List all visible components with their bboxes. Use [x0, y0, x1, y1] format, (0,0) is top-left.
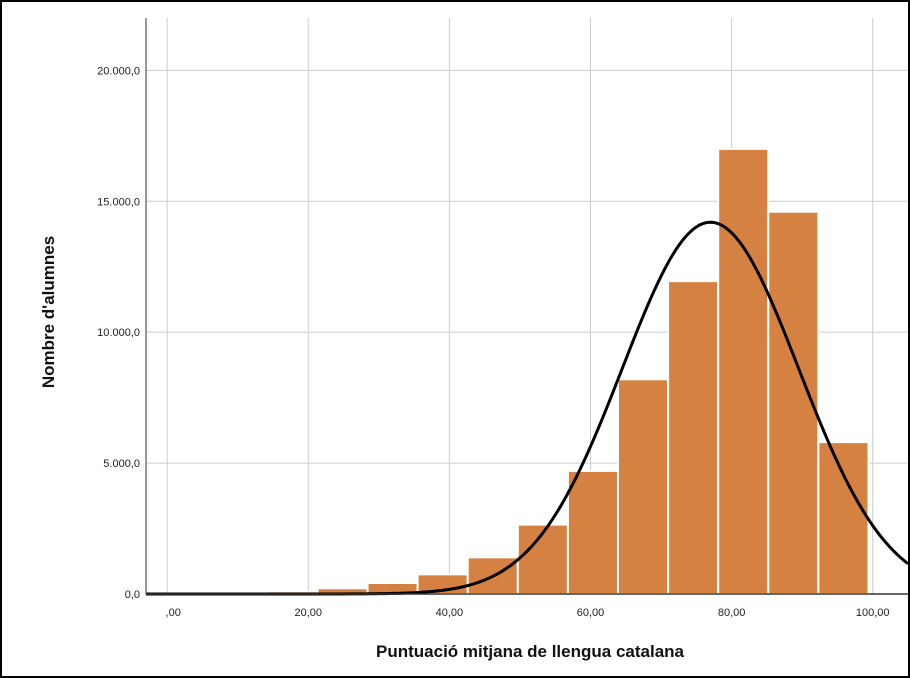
x-axis-title: Puntuació mitjana de llengua catalana	[376, 642, 685, 661]
y-tick-label-3: 15.000,0	[97, 196, 140, 208]
y-tick-label-4: 20.000,0	[97, 65, 140, 77]
x-tick-label-3: 60,00	[577, 607, 605, 619]
tick-labels: 0,0 5.000,0 10.000,0 15.000,0 20.000,0 ,00 20,…	[97, 65, 889, 619]
x-tick-label-5: 100,00	[856, 607, 890, 619]
x-tick-label-2: 40,00	[436, 607, 464, 619]
histogram-bar-9	[617, 378, 670, 595]
x-tick-label-1: 20,00	[295, 607, 323, 619]
x-tick-label-0: ,00	[166, 607, 181, 619]
histogram-bars	[166, 147, 870, 596]
histogram-bar-12	[767, 210, 820, 595]
y-tick-label-0: 0,0	[125, 589, 140, 601]
x-tick-label-4: 80,00	[718, 607, 746, 619]
histogram-bar-13	[817, 441, 870, 595]
histogram-bar-10	[667, 280, 720, 595]
histogram-bar-8	[566, 469, 620, 596]
y-axis-title: Nombre d'alumnes	[39, 236, 58, 388]
histogram-bar-11	[717, 147, 770, 595]
axes	[145, 18, 908, 595]
y-tick-label-2: 10.000,0	[97, 327, 140, 339]
y-tick-label-1: 5.000,0	[103, 458, 140, 470]
